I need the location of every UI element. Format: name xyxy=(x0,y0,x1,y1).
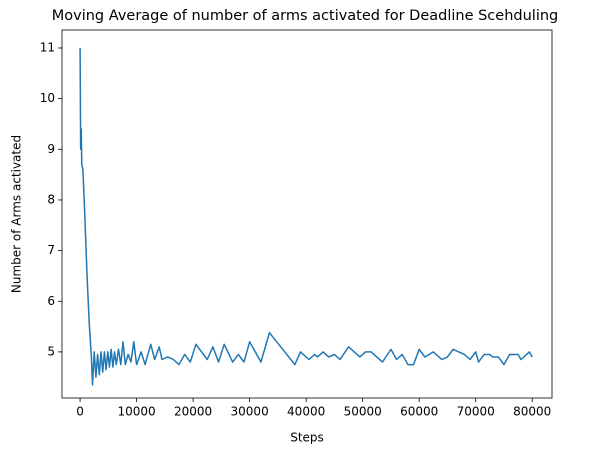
plot-frame xyxy=(61,29,553,399)
x-tick-label: 0 xyxy=(76,405,84,419)
x-tick-label: 40000 xyxy=(287,405,325,419)
chart-title: Moving Average of number of arms activat… xyxy=(52,8,559,24)
y-tick-label: 10 xyxy=(40,91,55,105)
x-tick-label: 80000 xyxy=(513,405,551,419)
y-axis-label: Number of Arms activated xyxy=(10,135,24,293)
x-tick-label: 70000 xyxy=(457,405,495,419)
y-tick-label: 7 xyxy=(47,243,55,257)
x-tick-label: 10000 xyxy=(118,405,156,419)
x-axis-label: Steps xyxy=(290,431,324,445)
x-tick-label: 60000 xyxy=(400,405,438,419)
x-tick-label: 50000 xyxy=(344,405,382,419)
x-tick-label: 30000 xyxy=(231,405,269,419)
y-tick-label: 9 xyxy=(47,142,55,156)
y-tick-label: 11 xyxy=(40,40,55,54)
y-tick-label: 8 xyxy=(47,192,55,206)
y-tick-label: 5 xyxy=(47,344,55,358)
y-tick-label: 6 xyxy=(47,294,55,308)
x-tick-label: 20000 xyxy=(174,405,212,419)
data-line xyxy=(79,47,533,386)
